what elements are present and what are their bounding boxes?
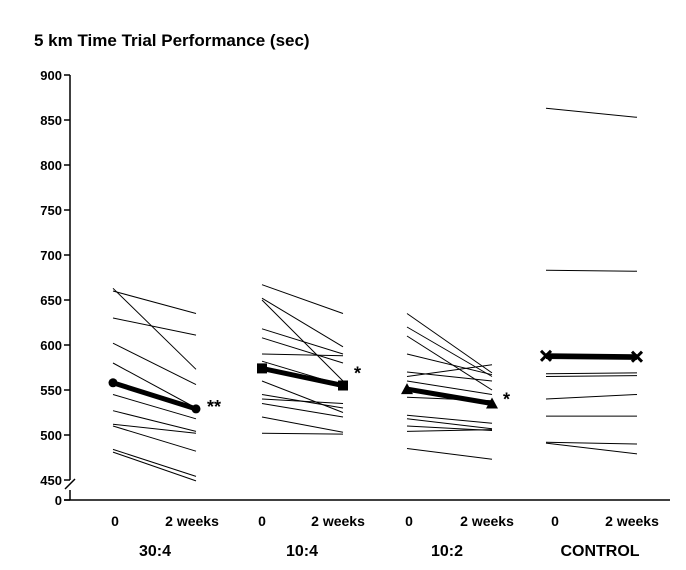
individual-line (261, 432, 344, 435)
individual-line (261, 416, 344, 433)
individual-line (112, 287, 197, 370)
mean-marker (108, 378, 118, 388)
y-axis: 900 850 800 750 700 650 600 550 500 450 0 (40, 68, 670, 508)
y-tick-label: 900 (40, 68, 62, 83)
individual-line (261, 403, 344, 418)
group-label: 10:4 (286, 543, 318, 560)
individual-line (545, 441, 638, 445)
y-tick-label: 750 (40, 203, 62, 218)
significance-marker: ** (207, 397, 221, 417)
individual-line (406, 380, 493, 395)
individual-line (261, 284, 344, 314)
individual-line (406, 335, 493, 391)
y-tick-label: 650 (40, 293, 62, 308)
individual-line (406, 414, 493, 424)
chart-title: 5 km Time Trial Performance (sec) (34, 31, 310, 50)
x-tick-label: 0 (551, 513, 559, 529)
individual-line (261, 353, 344, 357)
individual-line (545, 372, 638, 375)
individual-line (112, 448, 197, 477)
individual-line (545, 442, 638, 455)
individual-line (261, 380, 344, 413)
mean-marker (191, 404, 201, 414)
axis-break-mark (64, 478, 76, 490)
significance-marker: * (354, 364, 361, 384)
individual-line (112, 394, 197, 420)
y-tick-label: 450 (40, 473, 62, 488)
y-tick-label: 600 (40, 338, 62, 353)
y-tick-label: 850 (40, 113, 62, 128)
group-label: CONTROL (560, 543, 639, 560)
significance-marker: * (503, 390, 510, 410)
individual-line (112, 425, 197, 452)
individual-line (112, 451, 197, 482)
y-tick-label: 800 (40, 158, 62, 173)
individual-line (261, 337, 344, 364)
individual-line (406, 371, 493, 382)
mean-marker (630, 350, 644, 363)
x-axis-labels: 0 2 weeks 30:4 0 2 weeks 10:4 0 2 weeks 10:2 0 2 w… (111, 513, 659, 560)
mean-marker (486, 397, 498, 409)
x-tick-label: 0 (111, 513, 119, 529)
data-series: **** (108, 107, 644, 482)
group-label: 30:4 (139, 543, 171, 560)
x-tick-label: 2 weeks (605, 513, 659, 529)
individual-line (406, 448, 493, 460)
mean-line (406, 386, 493, 406)
y-tick-label: 0 (55, 493, 62, 508)
individual-line (261, 299, 344, 382)
mean-marker (539, 349, 553, 362)
individual-line (545, 394, 638, 400)
individual-line (112, 317, 197, 336)
individual-line (112, 362, 197, 409)
y-tick-label: 700 (40, 248, 62, 263)
x-tick-label: 2 weeks (165, 513, 219, 529)
mean-marker (338, 380, 348, 391)
x-tick-label: 0 (258, 513, 266, 529)
x-tick-label: 2 weeks (460, 513, 514, 529)
group-2: * (401, 313, 510, 460)
mean-line (112, 380, 197, 412)
mean-marker (401, 383, 413, 395)
individual-line (112, 290, 197, 314)
y-tick-label: 550 (40, 383, 62, 398)
individual-line (406, 418, 493, 430)
x-tick-label: 2 weeks (311, 513, 365, 529)
individual-line (112, 342, 197, 386)
individual-line (545, 107, 638, 118)
y-tick-label: 500 (40, 428, 62, 443)
individual-line (261, 398, 344, 404)
group-3 (539, 107, 644, 455)
mean-line (545, 353, 638, 360)
individual-line (545, 375, 638, 377)
individual-line (406, 429, 493, 432)
mean-marker (257, 363, 267, 374)
individual-line (545, 269, 638, 272)
individual-line (545, 358, 638, 360)
group-label: 10:2 (431, 543, 463, 560)
mean-line (261, 365, 344, 388)
group-1: * (257, 284, 361, 435)
individual-line (261, 328, 344, 355)
individual-line (112, 410, 197, 432)
x-tick-label: 0 (405, 513, 413, 529)
individual-line (406, 353, 493, 376)
group-0: ** (108, 287, 221, 482)
individual-line (406, 326, 493, 377)
individual-line (261, 297, 344, 348)
individual-line (112, 423, 197, 434)
individual-line (406, 313, 493, 374)
individual-line (406, 364, 493, 377)
